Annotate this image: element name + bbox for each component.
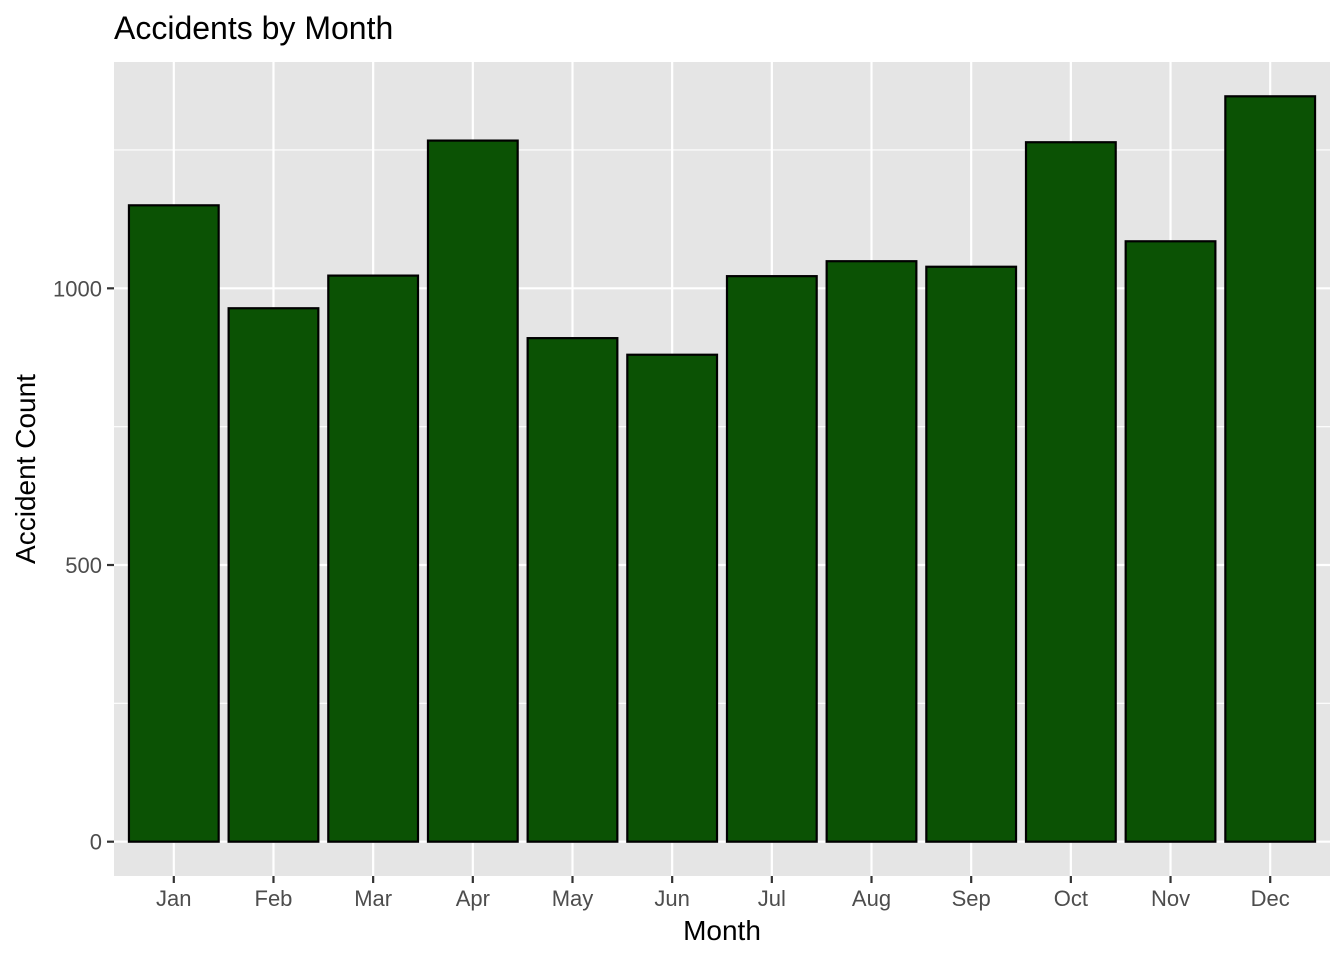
bar-sep: [925, 265, 1018, 843]
x-axis: Jan Feb Mar Apr May Jun Jul Aug Sep Oct Nov Dec: [156, 876, 1290, 911]
x-tick-label: Jul: [758, 886, 786, 911]
x-tick-label: Sep: [952, 886, 991, 911]
bar-mar: [327, 274, 420, 843]
x-tick-label: Apr: [456, 886, 490, 911]
x-tick-label: Jun: [654, 886, 689, 911]
y-tick-label: 1000: [53, 276, 102, 301]
bar-jul: [725, 275, 818, 843]
bar-jun: [626, 353, 719, 843]
y-tick-label: 0: [90, 830, 102, 855]
x-tick-label: Oct: [1054, 886, 1088, 911]
x-tick-label: Aug: [852, 886, 891, 911]
bar-aug: [825, 260, 918, 843]
x-tick-label: May: [552, 886, 594, 911]
y-axis: 0 500 1000: [53, 276, 114, 855]
bar-may: [526, 337, 619, 843]
bar-feb: [227, 307, 320, 843]
y-tick-label: 500: [65, 553, 102, 578]
x-tick-label: Feb: [255, 886, 293, 911]
bar-apr: [426, 139, 519, 843]
x-axis-title: Month: [683, 915, 761, 946]
bar-oct: [1024, 141, 1117, 843]
chart-title: Accidents by Month: [114, 10, 393, 46]
x-tick-label: Nov: [1151, 886, 1190, 911]
bar-nov: [1124, 240, 1217, 843]
y-axis-title: Accident Count: [10, 374, 41, 564]
bar-jan: [127, 204, 220, 843]
x-tick-label: Dec: [1251, 886, 1290, 911]
x-tick-label: Mar: [354, 886, 392, 911]
bar-dec: [1224, 95, 1317, 843]
x-tick-label: Jan: [156, 886, 191, 911]
bars: [127, 95, 1317, 843]
